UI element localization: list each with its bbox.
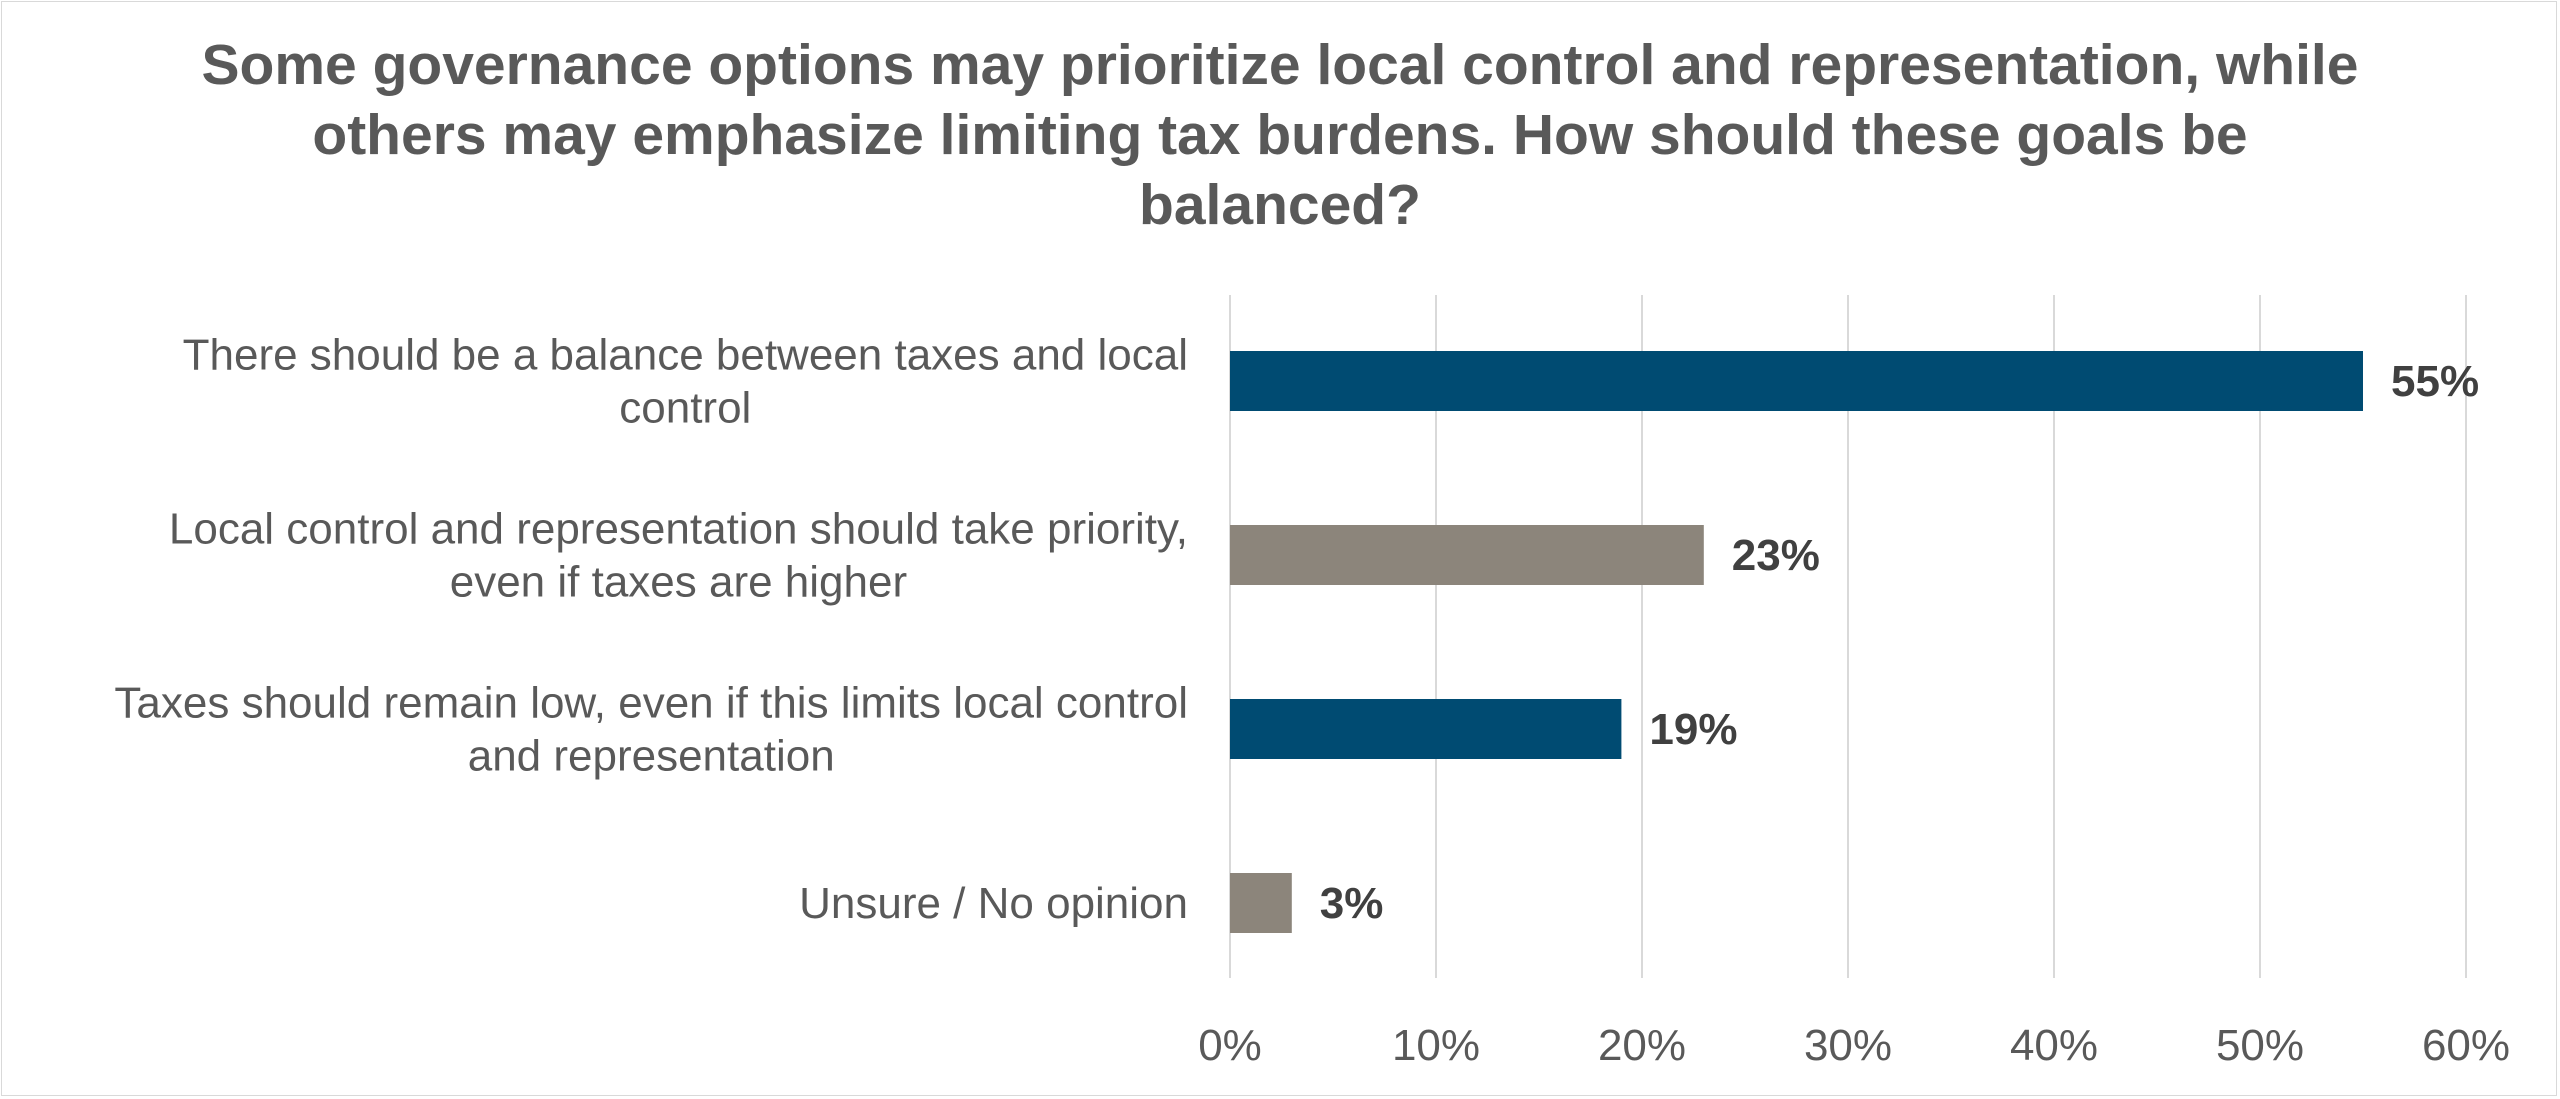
category-label: Local control and representation should … [169,505,1188,607]
bar [1230,699,1622,759]
bar [1230,525,1704,585]
bar [1230,351,2363,411]
x-axis-ticks: 0% 10% 20% 30% 40% 50% 60% [1198,1021,2510,1070]
category-label-line: even if taxes are higher [450,558,907,607]
category-label-line: There should be a balance between taxes … [183,331,1188,380]
category-label: There should be a balance between taxes … [183,331,1188,433]
category-label-line: Local control and representation should … [169,505,1188,554]
bars [1230,351,2363,933]
x-tick-label: 30% [1804,1021,1892,1070]
category-label-line: Unsure / No opinion [799,879,1188,928]
bar [1230,873,1292,933]
data-label: 3% [1320,879,1384,928]
x-tick-label: 60% [2422,1021,2510,1070]
category-label-line: and representation [468,732,835,781]
data-label: 23% [1732,531,1820,580]
x-tick-label: 40% [2010,1021,2098,1070]
data-labels: 55% 23% 19% 3% [1320,357,2479,928]
x-tick-label: 10% [1392,1021,1480,1070]
category-label-line: control [619,384,751,433]
data-label: 55% [2391,357,2479,406]
data-label: 19% [1649,705,1737,754]
chart-title: Some governance options may prioritize l… [201,33,2359,237]
x-tick-label: 50% [2216,1021,2304,1070]
category-label: Taxes should remain low, even if this li… [114,679,1188,781]
x-tick-label: 0% [1198,1021,1262,1070]
x-tick-label: 20% [1598,1021,1686,1070]
category-label-line: Taxes should remain low, even if this li… [114,679,1188,728]
category-labels: There should be a balance between taxes … [114,331,1188,929]
category-label: Unsure / No opinion [799,879,1188,928]
